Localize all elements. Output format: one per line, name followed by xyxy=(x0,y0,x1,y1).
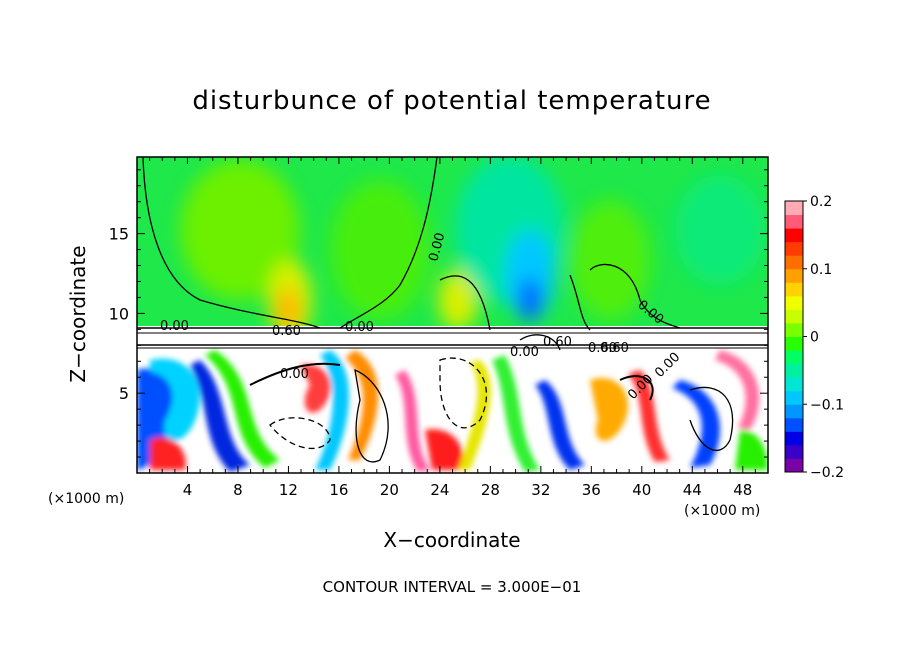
contour-lower-2 xyxy=(354,368,389,463)
contour-label: 0.00 xyxy=(345,320,374,335)
contour-upper-mid xyxy=(339,157,438,329)
band-red-25 xyxy=(425,429,463,470)
colorbar-segment xyxy=(785,201,803,216)
band-green-31 xyxy=(492,355,540,472)
x-tick-label: 4 xyxy=(183,481,193,499)
colorbar-segment xyxy=(785,228,803,243)
colorbar-segment xyxy=(785,444,803,459)
colorbar-segment xyxy=(785,309,803,324)
x-tick-label: 32 xyxy=(531,481,550,499)
contour-lines xyxy=(142,157,734,463)
x-axis-ticks: 4 8 12 16 20 24 28 32 36 40 44 48 xyxy=(149,157,756,499)
band-cyan-left xyxy=(150,358,200,441)
colorbar-segment xyxy=(785,363,803,378)
anomaly-cyan-31 xyxy=(505,230,555,320)
colorbar-segment xyxy=(785,431,803,446)
colorbar-segment xyxy=(785,390,803,405)
x-unit-label-right: (×1000 m) xyxy=(684,503,761,519)
contour-label: 0.00 xyxy=(510,345,539,360)
contour-label: 0.00 xyxy=(280,367,309,382)
colorbar-segment xyxy=(785,214,803,229)
colorbar-tick-label: −0.1 xyxy=(810,397,844,413)
x-tick-label: 24 xyxy=(430,481,449,499)
colorbar: 0.2 0.1 0 −0.1 −0.2 xyxy=(784,194,844,481)
band-yellow-30 xyxy=(458,360,491,470)
x-tick-label: 28 xyxy=(481,481,500,499)
x-tick-label: 36 xyxy=(582,481,601,499)
anomaly-green-20 xyxy=(330,180,430,320)
contour-lower-4 xyxy=(269,417,331,449)
band-orange-17 xyxy=(345,350,379,460)
anomaly-blue-31 xyxy=(518,278,542,322)
contour-label: 0.00 xyxy=(160,319,189,334)
x-tick-label: 20 xyxy=(380,481,399,499)
lower-anomalies xyxy=(137,350,768,472)
chart-title: disturbunce of potential temperature xyxy=(192,86,712,116)
x-tick-label: 40 xyxy=(632,481,651,499)
y-tick-label: 10 xyxy=(109,304,129,323)
band-green-48 xyxy=(735,430,768,470)
colorbar-segment xyxy=(785,322,803,337)
contour-upper-right xyxy=(439,263,681,331)
contour-label: 0.60 xyxy=(272,324,301,339)
band-blue-10 xyxy=(190,360,250,472)
interface-band xyxy=(137,326,768,348)
x-unit-label-left: (×1000 m) xyxy=(48,491,125,507)
band-blue-33 xyxy=(535,380,585,470)
contour-label: 0.60 xyxy=(588,341,617,356)
x-tick-label: 16 xyxy=(329,481,348,499)
band-red-left xyxy=(150,437,186,470)
band-green-10 xyxy=(205,350,280,468)
band-blue-left xyxy=(137,368,178,470)
band-pink-46 xyxy=(715,350,760,430)
colorbar-segment xyxy=(785,458,803,473)
anomaly-teal-44 xyxy=(675,175,765,285)
colorbar-tick-label: −0.2 xyxy=(810,465,844,481)
field-layer: 0.00 0.00 0.00 0.00 0.60 0.60 0.60 0.00 … xyxy=(137,157,768,473)
x-tick-label: 44 xyxy=(683,481,702,499)
colorbar-tick-label: 0.1 xyxy=(810,262,832,278)
band-cyan-16 xyxy=(315,350,349,470)
contour-label: 0.00 xyxy=(426,231,448,263)
y-axis-ticks: 5 10 15 xyxy=(109,169,768,458)
colorbar-segment xyxy=(785,295,803,310)
contour-lower-6 xyxy=(689,386,734,452)
contour-interval-note: CONTOUR INTERVAL = 3.000E−01 xyxy=(322,578,582,596)
contour-label: 0.60 xyxy=(543,335,572,350)
upper-anomalies xyxy=(180,157,765,340)
colorbar-segment xyxy=(785,282,803,297)
anomaly-green-left xyxy=(180,160,300,300)
contour-upper-left xyxy=(142,157,321,329)
contour-lower-3 xyxy=(439,357,487,429)
colorbar-segment xyxy=(785,377,803,392)
colorbar-segment xyxy=(785,241,803,256)
colorbar-segment xyxy=(785,404,803,419)
x-tick-label: 48 xyxy=(733,481,752,499)
anomaly-green-38 xyxy=(570,200,650,320)
band-red-14 xyxy=(300,364,331,413)
colorbar-segment xyxy=(785,417,803,432)
anomaly-yellow-26 xyxy=(438,270,478,330)
band-blue-43 xyxy=(672,380,720,468)
contour-lower-5 xyxy=(619,375,654,401)
contour-label: 0.60 xyxy=(600,341,629,356)
colorbar-tick-label: 0.2 xyxy=(810,194,832,210)
contour-lower-7 xyxy=(519,334,561,351)
colorbar-segment xyxy=(785,255,803,270)
y-tick-label: 15 xyxy=(109,225,129,244)
band-magenta-22 xyxy=(395,370,430,472)
y-tick-label: 5 xyxy=(119,384,129,403)
x-axis-label: X−coordinate xyxy=(383,528,521,552)
x-tick-label: 12 xyxy=(279,481,298,499)
colorbar-tick-label: 0 xyxy=(810,330,819,346)
contour-lower-1 xyxy=(249,362,341,386)
colorbar-segment xyxy=(785,268,803,283)
band-orange-36 xyxy=(590,378,629,441)
colorbar-segment xyxy=(785,336,803,351)
colorbar-segment xyxy=(785,350,803,365)
band-red-39 xyxy=(628,370,670,462)
x-tick-label: 8 xyxy=(233,481,243,499)
